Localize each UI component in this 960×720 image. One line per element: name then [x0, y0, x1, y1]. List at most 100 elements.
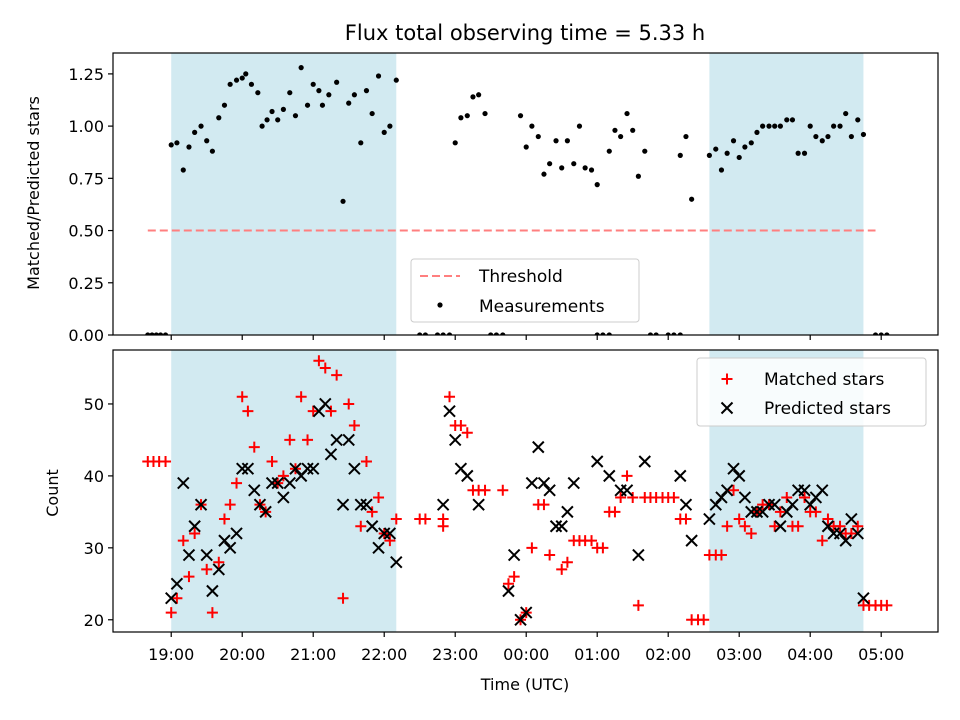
- measurement-point: [624, 110, 630, 117]
- predicted-star-point: [200, 548, 213, 562]
- matched-star-point: [384, 535, 396, 547]
- chart-title: Flux total observing time = 5.33 h: [345, 21, 705, 45]
- measurement-point: [493, 332, 499, 335]
- measurement-point: [204, 138, 210, 144]
- predicted-star-point: [241, 462, 255, 475]
- measurement-point: [742, 144, 748, 150]
- measurement-point: [529, 123, 535, 129]
- matched-star-point: [799, 491, 811, 503]
- predicted-star-point: [732, 469, 746, 483]
- matched-star-point: [728, 484, 740, 496]
- measurement-point: [500, 332, 506, 335]
- matched-star-point: [621, 470, 633, 482]
- predicted-star-point: [715, 491, 728, 504]
- predicted-star-point: [780, 505, 793, 519]
- measurement-point: [855, 117, 861, 123]
- measurement-point: [724, 150, 730, 156]
- measurement-point: [784, 117, 790, 123]
- predicted-star-point: [319, 397, 332, 411]
- matched-star-point: [325, 405, 337, 417]
- predicted-star-point: [283, 476, 296, 490]
- x-tick-label: 21:00: [290, 645, 336, 664]
- axes-frame: [112, 349, 939, 633]
- y-tick-label: 1.00: [68, 117, 104, 136]
- predicted-star-point: [703, 512, 716, 526]
- measurement-point: [576, 123, 583, 129]
- predicted-star-point: [472, 498, 485, 511]
- x-axis-label: Time (UTC): [480, 675, 569, 694]
- predicted-star-point: [745, 505, 758, 519]
- legend-matched-swatch: [721, 373, 733, 385]
- x-tick-label: 19:00: [148, 645, 194, 664]
- measurement-point: [243, 71, 249, 77]
- x-tick-label: 01:00: [574, 645, 620, 664]
- predicted-star-point: [336, 498, 350, 511]
- matched-star-point: [745, 527, 757, 539]
- matched-star-point: [627, 491, 639, 503]
- x-tick-label: 05:00: [858, 645, 904, 664]
- matched-star-point: [360, 456, 372, 468]
- measurement-point: [227, 81, 233, 87]
- matched-star-point: [586, 535, 598, 547]
- measurement-point: [553, 138, 559, 144]
- measurement-point: [677, 332, 683, 335]
- predicted-star-point: [449, 433, 462, 447]
- matched-star-point: [769, 520, 781, 532]
- predicted-star-point: [461, 469, 474, 483]
- matched-star-point: [680, 513, 692, 525]
- measurement-point: [683, 133, 689, 140]
- y-tick-label: 0.50: [68, 222, 104, 241]
- predicted-star-point: [603, 469, 616, 483]
- matched-star-point: [538, 499, 550, 511]
- matched-star-point: [213, 556, 225, 568]
- matched-star-point: [319, 362, 331, 374]
- matched-star-point: [295, 391, 307, 403]
- measurement-point: [381, 129, 387, 135]
- matched-star-point: [479, 484, 491, 496]
- matched-star-point: [632, 599, 644, 611]
- matched-star-point: [231, 477, 243, 489]
- legend-measurement-swatch: [437, 302, 443, 308]
- matched-star-point: [526, 542, 538, 554]
- measurement-point: [316, 88, 322, 94]
- measurement-point: [358, 140, 364, 146]
- measurement-point: [180, 167, 186, 173]
- matched-star-point: [224, 499, 236, 511]
- measurement-point: [393, 77, 399, 83]
- measurement-point: [819, 138, 825, 144]
- matched-star-point: [774, 506, 786, 518]
- measurement-point: [319, 102, 326, 108]
- measurement-point: [346, 100, 352, 106]
- matched-star-point: [822, 513, 834, 525]
- measurement-point: [209, 148, 215, 154]
- top-panel: 0.00 0.25 0.50 0.75 1.00 1.25 Threshold Measure…: [68, 52, 939, 345]
- matched-star-point: [497, 484, 509, 496]
- predicted-star-point: [194, 498, 208, 511]
- measurement-point: [269, 108, 275, 115]
- measurement-point: [452, 140, 458, 146]
- predicted-star-point: [720, 484, 734, 497]
- measurement-point: [795, 150, 801, 156]
- measurement-point: [736, 154, 742, 161]
- matched-star-point: [834, 520, 846, 532]
- matched-star-point: [348, 420, 360, 432]
- predicted-star-point: [372, 541, 385, 555]
- matched-star-point: [721, 520, 733, 532]
- legend-box: [410, 258, 640, 323]
- predicted-star-point: [218, 534, 231, 547]
- predicted-star-point: [390, 556, 403, 569]
- measurement-point: [259, 123, 265, 129]
- predicted-star-point: [248, 484, 261, 497]
- predicted-star-point: [549, 520, 563, 533]
- measurement-point: [440, 332, 446, 335]
- measurement-point: [837, 123, 843, 129]
- predicted-star-point: [532, 440, 545, 454]
- matched-star-point: [615, 491, 627, 503]
- measurement-point: [186, 144, 192, 150]
- matched-star-point: [597, 542, 609, 554]
- y-tick-label: 30: [84, 539, 104, 558]
- measurement-point: [547, 161, 553, 167]
- matched-star-point: [373, 491, 385, 503]
- x-tick-label: 04:00: [787, 645, 833, 664]
- predicted-star-point: [271, 476, 284, 490]
